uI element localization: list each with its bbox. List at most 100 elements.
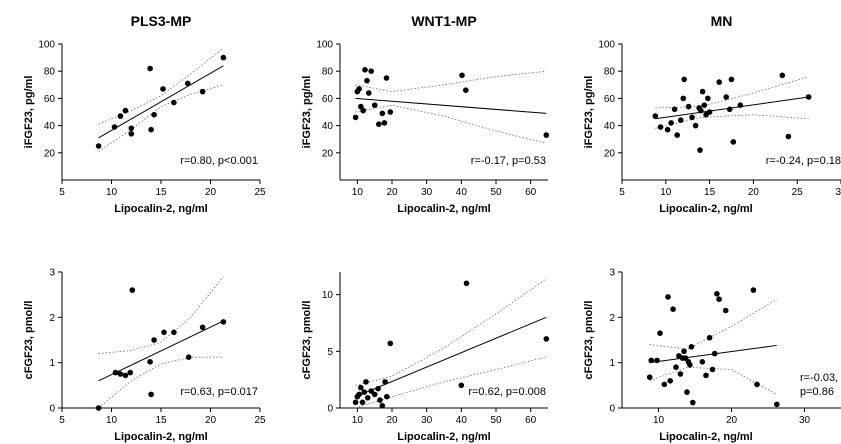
- data-point: [701, 102, 708, 108]
- data-point: [711, 350, 718, 357]
- data-point: [220, 54, 227, 61]
- data-point: [543, 336, 550, 342]
- data-point: [352, 399, 359, 406]
- data-point: [160, 86, 166, 92]
- panel-title: MN: [711, 13, 733, 29]
- regression-line: [355, 97, 547, 114]
- data-point: [459, 72, 465, 79]
- data-point: [379, 110, 386, 117]
- y-tick-label: 3: [609, 268, 615, 279]
- x-tick-label: 20: [205, 415, 217, 426]
- data-point: [148, 391, 154, 398]
- data-point: [220, 319, 227, 325]
- x-tick-label: 10: [352, 415, 364, 426]
- data-point: [360, 107, 367, 114]
- data-point: [199, 324, 206, 331]
- y-tick-label: 5: [327, 347, 333, 358]
- panel-bottom-right: 10 20 30 0 1 2 3 Lipocalin-2, ng/ml cFGF23, pmol…: [583, 268, 841, 443]
- data-point: [648, 357, 654, 364]
- x-tick-label: 10: [660, 187, 672, 198]
- data-point: [681, 348, 687, 355]
- correlation-annotation: r=-0.17, p=0.53: [471, 155, 546, 167]
- data-point: [363, 379, 369, 385]
- data-point: [368, 388, 375, 394]
- x-tick-label: 20: [726, 415, 738, 426]
- data-point: [779, 72, 786, 79]
- data-point: [366, 90, 372, 96]
- data-point: [652, 113, 659, 119]
- x-tick-label: 20: [386, 415, 398, 426]
- data-point: [661, 381, 668, 388]
- annotation-line: r=0.63, p=0.017: [180, 386, 258, 398]
- panel-bottom-left: 5 10 15 20 25 0 1 2 3 Lipocalin-2, ng/ml cFGF23, p…: [23, 268, 266, 444]
- data-point: [671, 106, 678, 113]
- data-point: [184, 80, 191, 87]
- regression-line: [355, 316, 547, 398]
- ci-upper-band: [649, 298, 778, 350]
- data-point: [371, 102, 378, 108]
- correlation-annotation: r=0.62, p=0.008: [468, 386, 546, 398]
- data-point: [750, 287, 757, 293]
- data-point: [358, 384, 364, 391]
- x-tick-label: 30: [799, 415, 811, 426]
- data-point: [129, 287, 136, 293]
- panel-title: PLS3-MP: [131, 13, 192, 29]
- data-point: [352, 114, 359, 121]
- panel-title: WNT1-MP: [411, 13, 476, 29]
- x-tick-label: 60: [525, 187, 537, 198]
- x-axis-title: Lipocalin-2, ng/ml: [397, 431, 491, 443]
- x-tick-label: 5: [59, 415, 65, 426]
- data-point: [368, 68, 375, 74]
- data-point: [185, 354, 192, 361]
- y-tick-label: 100: [316, 40, 333, 51]
- data-point: [677, 371, 684, 377]
- y-tick-label: 0: [609, 404, 615, 415]
- y-tick-label: 20: [604, 148, 616, 159]
- data-point: [674, 132, 680, 138]
- data-point: [689, 114, 695, 121]
- ci-upper-band: [355, 70, 547, 93]
- y-tick-label: 1: [49, 358, 55, 369]
- data-point: [377, 397, 383, 403]
- data-point: [774, 401, 780, 408]
- y-tick-label: 10: [322, 290, 334, 301]
- x-tick-label: 5: [59, 187, 65, 198]
- data-point: [379, 402, 386, 409]
- data-point: [117, 371, 124, 377]
- data-point: [657, 124, 664, 130]
- y-tick-label: 80: [604, 67, 616, 78]
- y-tick-label: 100: [38, 40, 55, 51]
- data-point: [706, 334, 713, 341]
- data-point: [716, 296, 722, 303]
- x-tick-label: 50: [490, 187, 502, 198]
- y-tick-label: 0: [49, 404, 55, 415]
- x-tick-label: 10: [352, 187, 364, 198]
- x-tick-label: 60: [525, 415, 537, 426]
- data-point: [723, 94, 729, 100]
- x-axis-title: Lipocalin-2, ng/ml: [114, 431, 208, 443]
- data-point: [699, 88, 706, 95]
- annotation-line: r=-0.17, p=0.53: [471, 155, 546, 167]
- x-axis-title: Lipocalin-2, ng/ml: [114, 203, 208, 215]
- data-point: [665, 294, 671, 300]
- y-tick-label: 0: [327, 404, 333, 415]
- annotation-line: r=-0.24, p=0.18: [766, 155, 841, 167]
- data-point: [381, 120, 388, 126]
- y-tick-label: 40: [44, 121, 56, 132]
- data-point: [371, 391, 378, 398]
- x-tick-label: 20: [205, 187, 217, 198]
- x-tick-label: 40: [456, 415, 468, 426]
- data-point: [383, 75, 390, 81]
- data-point: [703, 372, 709, 379]
- data-point: [657, 330, 663, 337]
- x-tick-label: 10: [106, 187, 118, 198]
- x-axis-title: Lipocalin-2, ng/ml: [659, 431, 753, 443]
- y-tick-label: 20: [44, 148, 56, 159]
- data-point: [697, 147, 703, 153]
- annotation-line: r=0.80, p<0.001: [180, 155, 258, 167]
- x-tick-label: 25: [254, 415, 266, 426]
- x-tick-label: 30: [421, 187, 433, 198]
- data-point: [737, 102, 744, 108]
- y-tick-label: 60: [322, 94, 334, 105]
